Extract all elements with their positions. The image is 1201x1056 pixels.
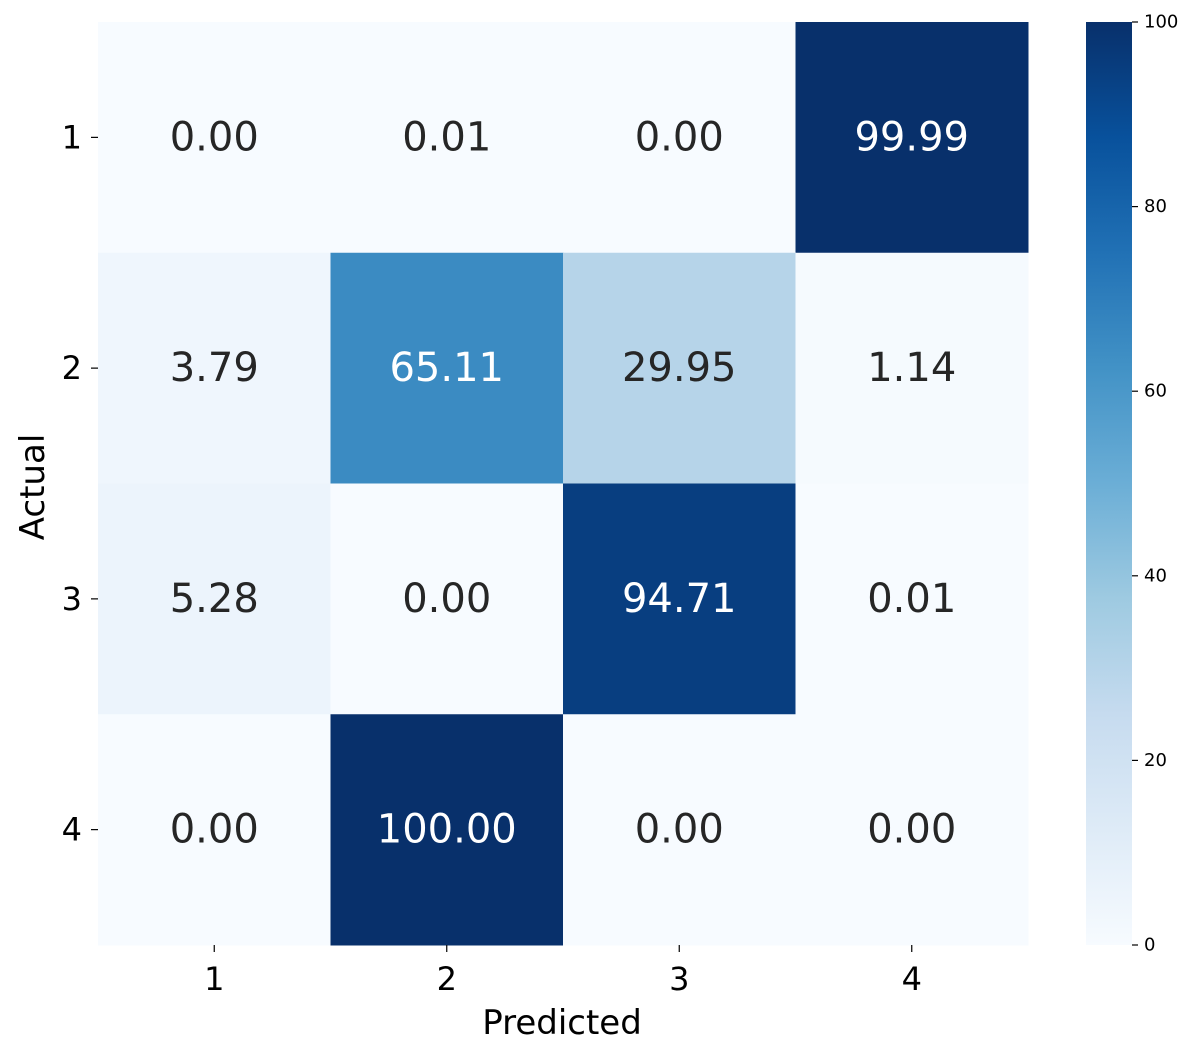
- y-tick-label: 4: [62, 811, 82, 849]
- heatmap-cell: [330, 252, 564, 484]
- y-axis-title: Actual: [13, 434, 53, 541]
- cell-value-label: 3.79: [170, 345, 259, 391]
- y-axis: 1 2 3 4: [62, 118, 98, 849]
- heatmap-cell: [330, 483, 564, 715]
- x-tick-label: 3: [669, 960, 689, 998]
- cell-value-label: 0.00: [402, 576, 491, 622]
- heatmap-cell: [795, 252, 1029, 484]
- x-tick-label: 1: [204, 960, 224, 998]
- heatmap-cell: [563, 22, 796, 254]
- heatmap-cell: [795, 22, 1029, 254]
- cell-value-label: 0.01: [402, 114, 491, 160]
- cell-value-label: 0.00: [170, 114, 259, 160]
- colorbar-tick-label: 20: [1144, 750, 1167, 771]
- x-tick-label: 2: [437, 960, 457, 998]
- cell-value-label: 0.00: [170, 807, 259, 853]
- colorbar: 0 20 40 60 80 100: [1086, 12, 1178, 956]
- heatmap-cell: [330, 714, 564, 946]
- cell-value-label: 5.28: [170, 576, 259, 622]
- cell-value-label: 100.00: [377, 807, 517, 853]
- cell-value-label: 0.00: [635, 114, 724, 160]
- cell-value-label: 1.14: [867, 345, 956, 391]
- y-tick-label: 1: [62, 118, 82, 156]
- heatmap-cell: [563, 252, 796, 484]
- colorbar-tick-label: 80: [1144, 196, 1167, 217]
- cell-value-label: 0.01: [867, 576, 956, 622]
- heatmap-cells: 0.00 0.01 0.00 99.99 3.79 65.11 29.95 1.14 5.28 0…: [98, 22, 1029, 946]
- x-tick-label: 4: [902, 960, 922, 998]
- cell-value-label: 65.11: [389, 345, 504, 391]
- colorbar-gradient: [1086, 22, 1132, 945]
- cell-value-label: 29.95: [622, 345, 737, 391]
- y-tick-label: 3: [62, 580, 82, 618]
- heatmap-cell: [330, 22, 564, 254]
- x-axis-title: Predicted: [482, 1003, 642, 1043]
- heatmap-cell: [98, 483, 331, 715]
- y-tick-label: 2: [62, 349, 82, 387]
- cell-value-label: 0.00: [635, 807, 724, 853]
- heatmap-cell: [98, 22, 331, 254]
- heatmap-cell: [795, 483, 1029, 715]
- cell-value-label: 94.71: [622, 576, 737, 622]
- heatmap-cell: [563, 483, 796, 715]
- colorbar-tick-label: 0: [1144, 935, 1155, 956]
- heatmap-cell: [563, 714, 796, 946]
- cell-value-label: 99.99: [854, 114, 969, 160]
- cell-value-label: 0.00: [867, 807, 956, 853]
- colorbar-tick-label: 100: [1144, 12, 1178, 33]
- heatmap-cell: [795, 714, 1029, 946]
- heatmap-cell: [98, 714, 331, 946]
- colorbar-tick-label: 40: [1144, 565, 1167, 586]
- colorbar-tick-label: 60: [1144, 381, 1167, 402]
- heatmap-cell: [98, 252, 331, 484]
- x-axis: 1 2 3 4: [204, 945, 922, 998]
